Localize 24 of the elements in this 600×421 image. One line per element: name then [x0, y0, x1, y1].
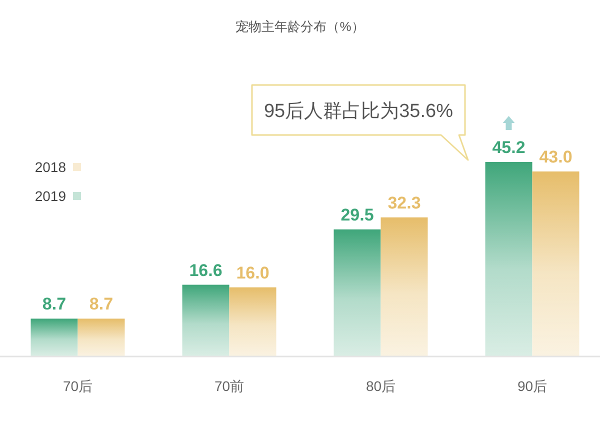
x-tick-label: 80后	[366, 378, 396, 394]
chart-title: 宠物主年龄分布（%）	[236, 19, 364, 34]
bar	[532, 171, 580, 356]
data-label: 32.3	[388, 193, 421, 212]
bar	[30, 318, 78, 356]
data-label: 8.7	[42, 294, 66, 314]
bar	[485, 162, 532, 356]
bar	[380, 217, 428, 356]
x-tick-label: 70前	[214, 378, 244, 394]
bar	[182, 284, 230, 356]
x-tick-label: 70后	[62, 378, 93, 394]
bar	[334, 229, 381, 356]
legend-label: 2019	[34, 188, 66, 204]
data-label: 8.7	[89, 294, 114, 314]
data-label: 16.0	[236, 263, 270, 282]
bar	[229, 287, 276, 356]
x-tick-label: 90后	[517, 378, 548, 394]
legend-label: 2018	[34, 159, 66, 175]
data-label: 45.2	[492, 138, 526, 157]
data-label: 43.0	[539, 147, 572, 166]
data-label: 16.6	[189, 260, 222, 280]
data-label: 29.5	[340, 205, 374, 224]
callout: 95后人群占比为35.6%	[251, 84, 469, 161]
bar	[78, 318, 125, 356]
